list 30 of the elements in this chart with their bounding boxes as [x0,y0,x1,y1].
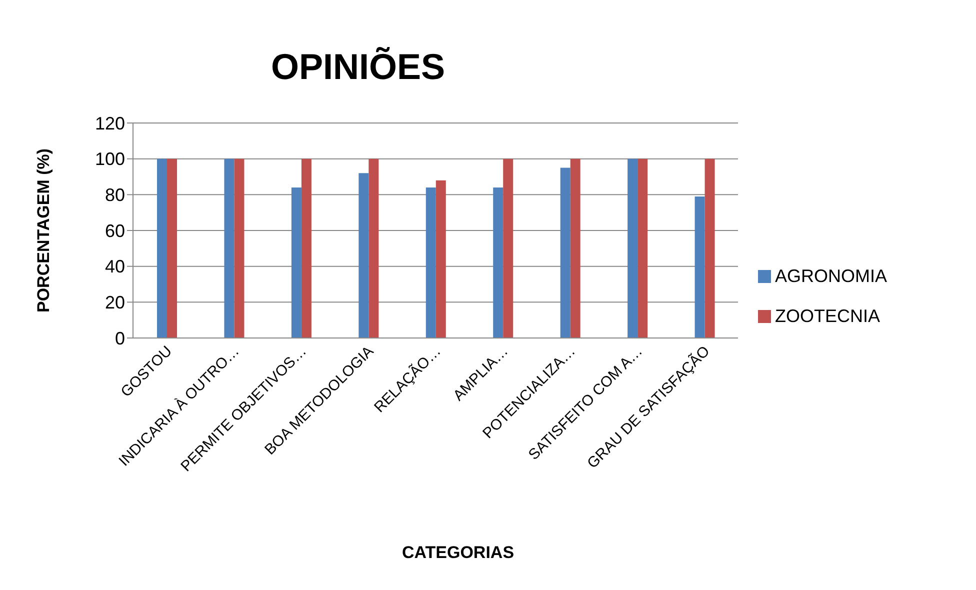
bar [291,188,302,338]
bar [234,158,244,338]
bar [694,196,705,338]
bar [628,158,638,338]
bar [301,158,312,338]
y-tick-label: 80 [104,185,125,206]
bar [560,168,570,338]
bar [368,158,379,338]
y-tick-label: 60 [104,220,125,241]
bar [436,180,446,338]
bar [493,188,504,338]
y-axis-title: PORCENTAGEM (%) [34,148,54,313]
bar [167,158,177,338]
legend-label: AGRONOMIA [775,266,888,286]
bar [157,158,167,338]
y-tick-label: 20 [104,292,125,313]
y-tick-label: 40 [104,256,125,277]
bar [638,158,648,338]
y-tick-label: 100 [94,149,125,170]
bar [358,173,369,338]
bar [503,158,514,338]
bar [704,158,715,338]
y-tick-label: 120 [94,113,125,134]
y-tick-label: 0 [114,328,125,348]
bar [426,188,436,338]
chart-title: OPINIÕES [270,46,446,88]
x-axis-title: CATEGORIAS [400,543,516,563]
bar [224,158,234,338]
bar [570,158,580,338]
legend-label: ZOOTECNIA [775,306,880,326]
